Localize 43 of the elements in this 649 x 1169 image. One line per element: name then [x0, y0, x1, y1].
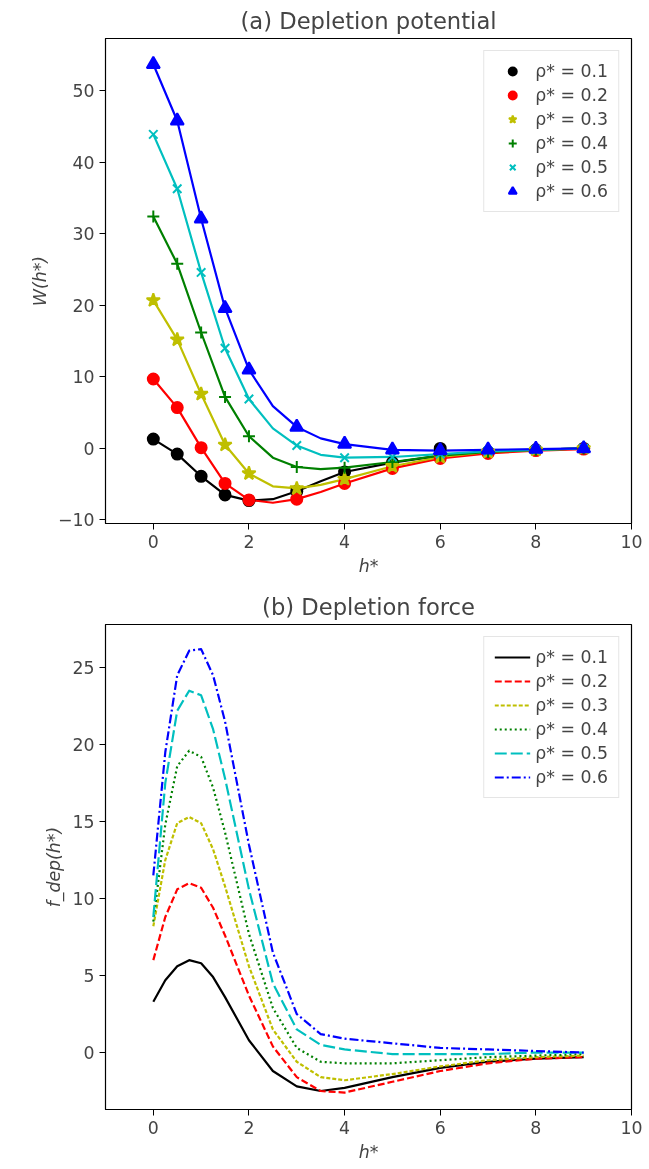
y-tick-label: 50 [72, 81, 95, 102]
chart-title: (a) Depletion potential [240, 7, 497, 34]
y-tick-label: 25 [72, 658, 95, 679]
legend-label: ρ* = 0.2 [535, 85, 608, 105]
legend-label: ρ* = 0.6 [535, 181, 608, 201]
x-tick-label: 8 [530, 1117, 542, 1138]
x-tick-label: 4 [339, 531, 351, 552]
legend-label: ρ* = 0.5 [535, 743, 608, 763]
x-tick-label: 2 [243, 531, 255, 552]
legend-label: ρ* = 0.6 [535, 767, 608, 787]
legend-label: ρ* = 0.2 [535, 671, 608, 691]
y-axis-title: W(h*) [29, 255, 50, 307]
y-tick-label: 5 [83, 966, 95, 987]
y-tick-label: 30 [72, 224, 95, 245]
x-tick-label: 6 [434, 531, 446, 552]
y-tick-label: 20 [72, 735, 95, 756]
y-tick-label: 15 [72, 812, 95, 833]
legend-label: ρ* = 0.4 [535, 719, 608, 739]
x-tick-label: 10 [620, 531, 643, 552]
x-tick-label: 6 [434, 1117, 446, 1138]
x-tick-label: 8 [530, 531, 542, 552]
y-tick-label: 10 [72, 889, 95, 910]
x-tick-label: 10 [620, 1117, 643, 1138]
legend-label: ρ* = 0.4 [535, 133, 608, 153]
legend-label: ρ* = 0.5 [535, 157, 608, 177]
legend-label: ρ* = 0.1 [535, 647, 608, 667]
x-tick-label: 0 [147, 531, 159, 552]
y-axis-title: f_dep(h*) [44, 826, 66, 908]
y-tick-label: 10 [72, 367, 95, 388]
x-axis-title: h* [358, 555, 379, 576]
y-tick-label: 40 [72, 152, 95, 173]
x-axis-title: h* [358, 1141, 379, 1162]
y-tick-label: 0 [83, 1043, 95, 1064]
x-tick-label: 4 [339, 1117, 351, 1138]
y-tick-label: −10 [57, 510, 95, 531]
x-tick-label: 2 [243, 1117, 255, 1138]
legend-label: ρ* = 0.3 [535, 695, 608, 715]
legend-label: ρ* = 0.1 [535, 61, 608, 81]
y-tick-label: 20 [72, 295, 95, 316]
x-tick-label: 0 [147, 1117, 159, 1138]
legend-label: ρ* = 0.3 [535, 109, 608, 129]
chart-title: (b) Depletion force [262, 593, 475, 620]
y-tick-label: 0 [83, 438, 95, 459]
